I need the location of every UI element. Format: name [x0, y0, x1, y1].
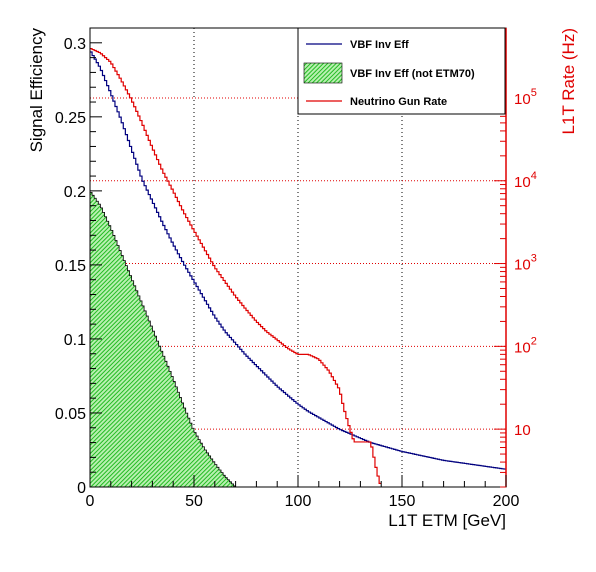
y2-tick-label-4: 105	[514, 87, 537, 108]
y-tick-label-4: 0.2	[64, 184, 86, 201]
y-tick-label-3: 0.15	[55, 258, 86, 275]
y-tick-label-5: 0.25	[55, 110, 86, 127]
series-line-0	[90, 51, 506, 470]
y-axis-ticks: 0 0.05 0.1 0.15 0.2 0.25 0.3	[55, 36, 102, 497]
y2-tick-label-0: 10	[514, 422, 531, 439]
legend-label-1: VBF Inv Eff (not ETM70)	[350, 68, 475, 80]
x-tick-label-0: 0	[86, 493, 95, 510]
y-tick-label-6: 0.3	[64, 36, 86, 53]
series-fill-1	[89, 191, 236, 488]
y-tick-label-1: 0.05	[55, 406, 86, 423]
eff-series	[90, 51, 506, 470]
y2-tick-label-2: 103	[514, 253, 537, 274]
y-axis-title: Signal Efficiency	[27, 28, 46, 153]
not-etm70-fill	[89, 191, 236, 488]
rate-series	[90, 48, 382, 484]
x-axis-ticks: 0 50 100 150 200	[86, 475, 520, 510]
y2-tick-label-1: 102	[514, 335, 537, 356]
legend-swatch-1	[303, 62, 343, 84]
y-tick-label-2: 0.1	[64, 332, 86, 349]
x-axis-title: L1T ETM [GeV]	[388, 511, 506, 530]
y2-axis-title: L1T Rate (Hz)	[559, 28, 578, 134]
legend-label-0: VBF Inv Eff	[350, 39, 409, 51]
x-tick-label-3: 150	[389, 493, 416, 510]
series-line-2	[90, 48, 382, 484]
legend-label-2: Neutrino Gun Rate	[350, 96, 447, 108]
x-tick-label-1: 50	[185, 493, 203, 510]
legend: VBF Inv Eff VBF Inv Eff (not ETM70) Neutri…	[297, 27, 506, 115]
y-tick-label-0: 0	[77, 480, 86, 497]
x-tick-label-4: 200	[493, 493, 520, 510]
y2-tick-label-3: 104	[514, 170, 537, 191]
x-tick-label-2: 100	[285, 493, 312, 510]
